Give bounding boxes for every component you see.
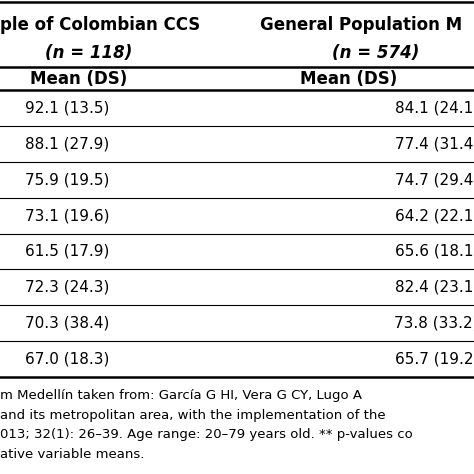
- Text: (n = 118): (n = 118): [45, 44, 132, 62]
- Text: 65.6 (18.1): 65.6 (18.1): [395, 244, 474, 259]
- Text: ative variable means.: ative variable means.: [0, 448, 145, 462]
- Text: (n = 574): (n = 574): [332, 44, 419, 62]
- Text: 88.1 (27.9): 88.1 (27.9): [25, 137, 109, 151]
- Text: and its metropolitan area, with the implementation of the: and its metropolitan area, with the impl…: [0, 409, 386, 421]
- Text: 92.1 (13.5): 92.1 (13.5): [25, 100, 109, 116]
- Text: 82.4 (23.1): 82.4 (23.1): [395, 280, 474, 295]
- Text: 013; 32(1): 26–39. Age range: 20–79 years old. ** p-values co: 013; 32(1): 26–39. Age range: 20–79 year…: [0, 428, 413, 441]
- Text: 73.8 (33.2): 73.8 (33.2): [394, 316, 474, 331]
- Text: Mean (DS): Mean (DS): [300, 70, 397, 88]
- Text: ple of Colombian CCS: ple of Colombian CCS: [0, 16, 200, 34]
- Text: 67.0 (18.3): 67.0 (18.3): [25, 352, 109, 366]
- Text: 74.7 (29.4): 74.7 (29.4): [395, 172, 474, 187]
- Text: 84.1 (24.1): 84.1 (24.1): [395, 100, 474, 116]
- Text: 70.3 (38.4): 70.3 (38.4): [25, 316, 109, 331]
- Text: 72.3 (24.3): 72.3 (24.3): [25, 280, 109, 295]
- Text: 65.7 (19.2): 65.7 (19.2): [395, 352, 474, 366]
- Text: Mean (DS): Mean (DS): [30, 70, 127, 88]
- Text: 64.2 (22.1): 64.2 (22.1): [395, 208, 474, 223]
- Text: 75.9 (19.5): 75.9 (19.5): [25, 172, 109, 187]
- Text: m Medellín taken from: García G HI, Vera G CY, Lugo A: m Medellín taken from: García G HI, Vera…: [0, 389, 362, 401]
- Text: 77.4 (31.4): 77.4 (31.4): [395, 137, 474, 151]
- Text: General Population M: General Population M: [260, 16, 462, 34]
- Text: 61.5 (17.9): 61.5 (17.9): [25, 244, 109, 259]
- Text: 73.1 (19.6): 73.1 (19.6): [25, 208, 109, 223]
